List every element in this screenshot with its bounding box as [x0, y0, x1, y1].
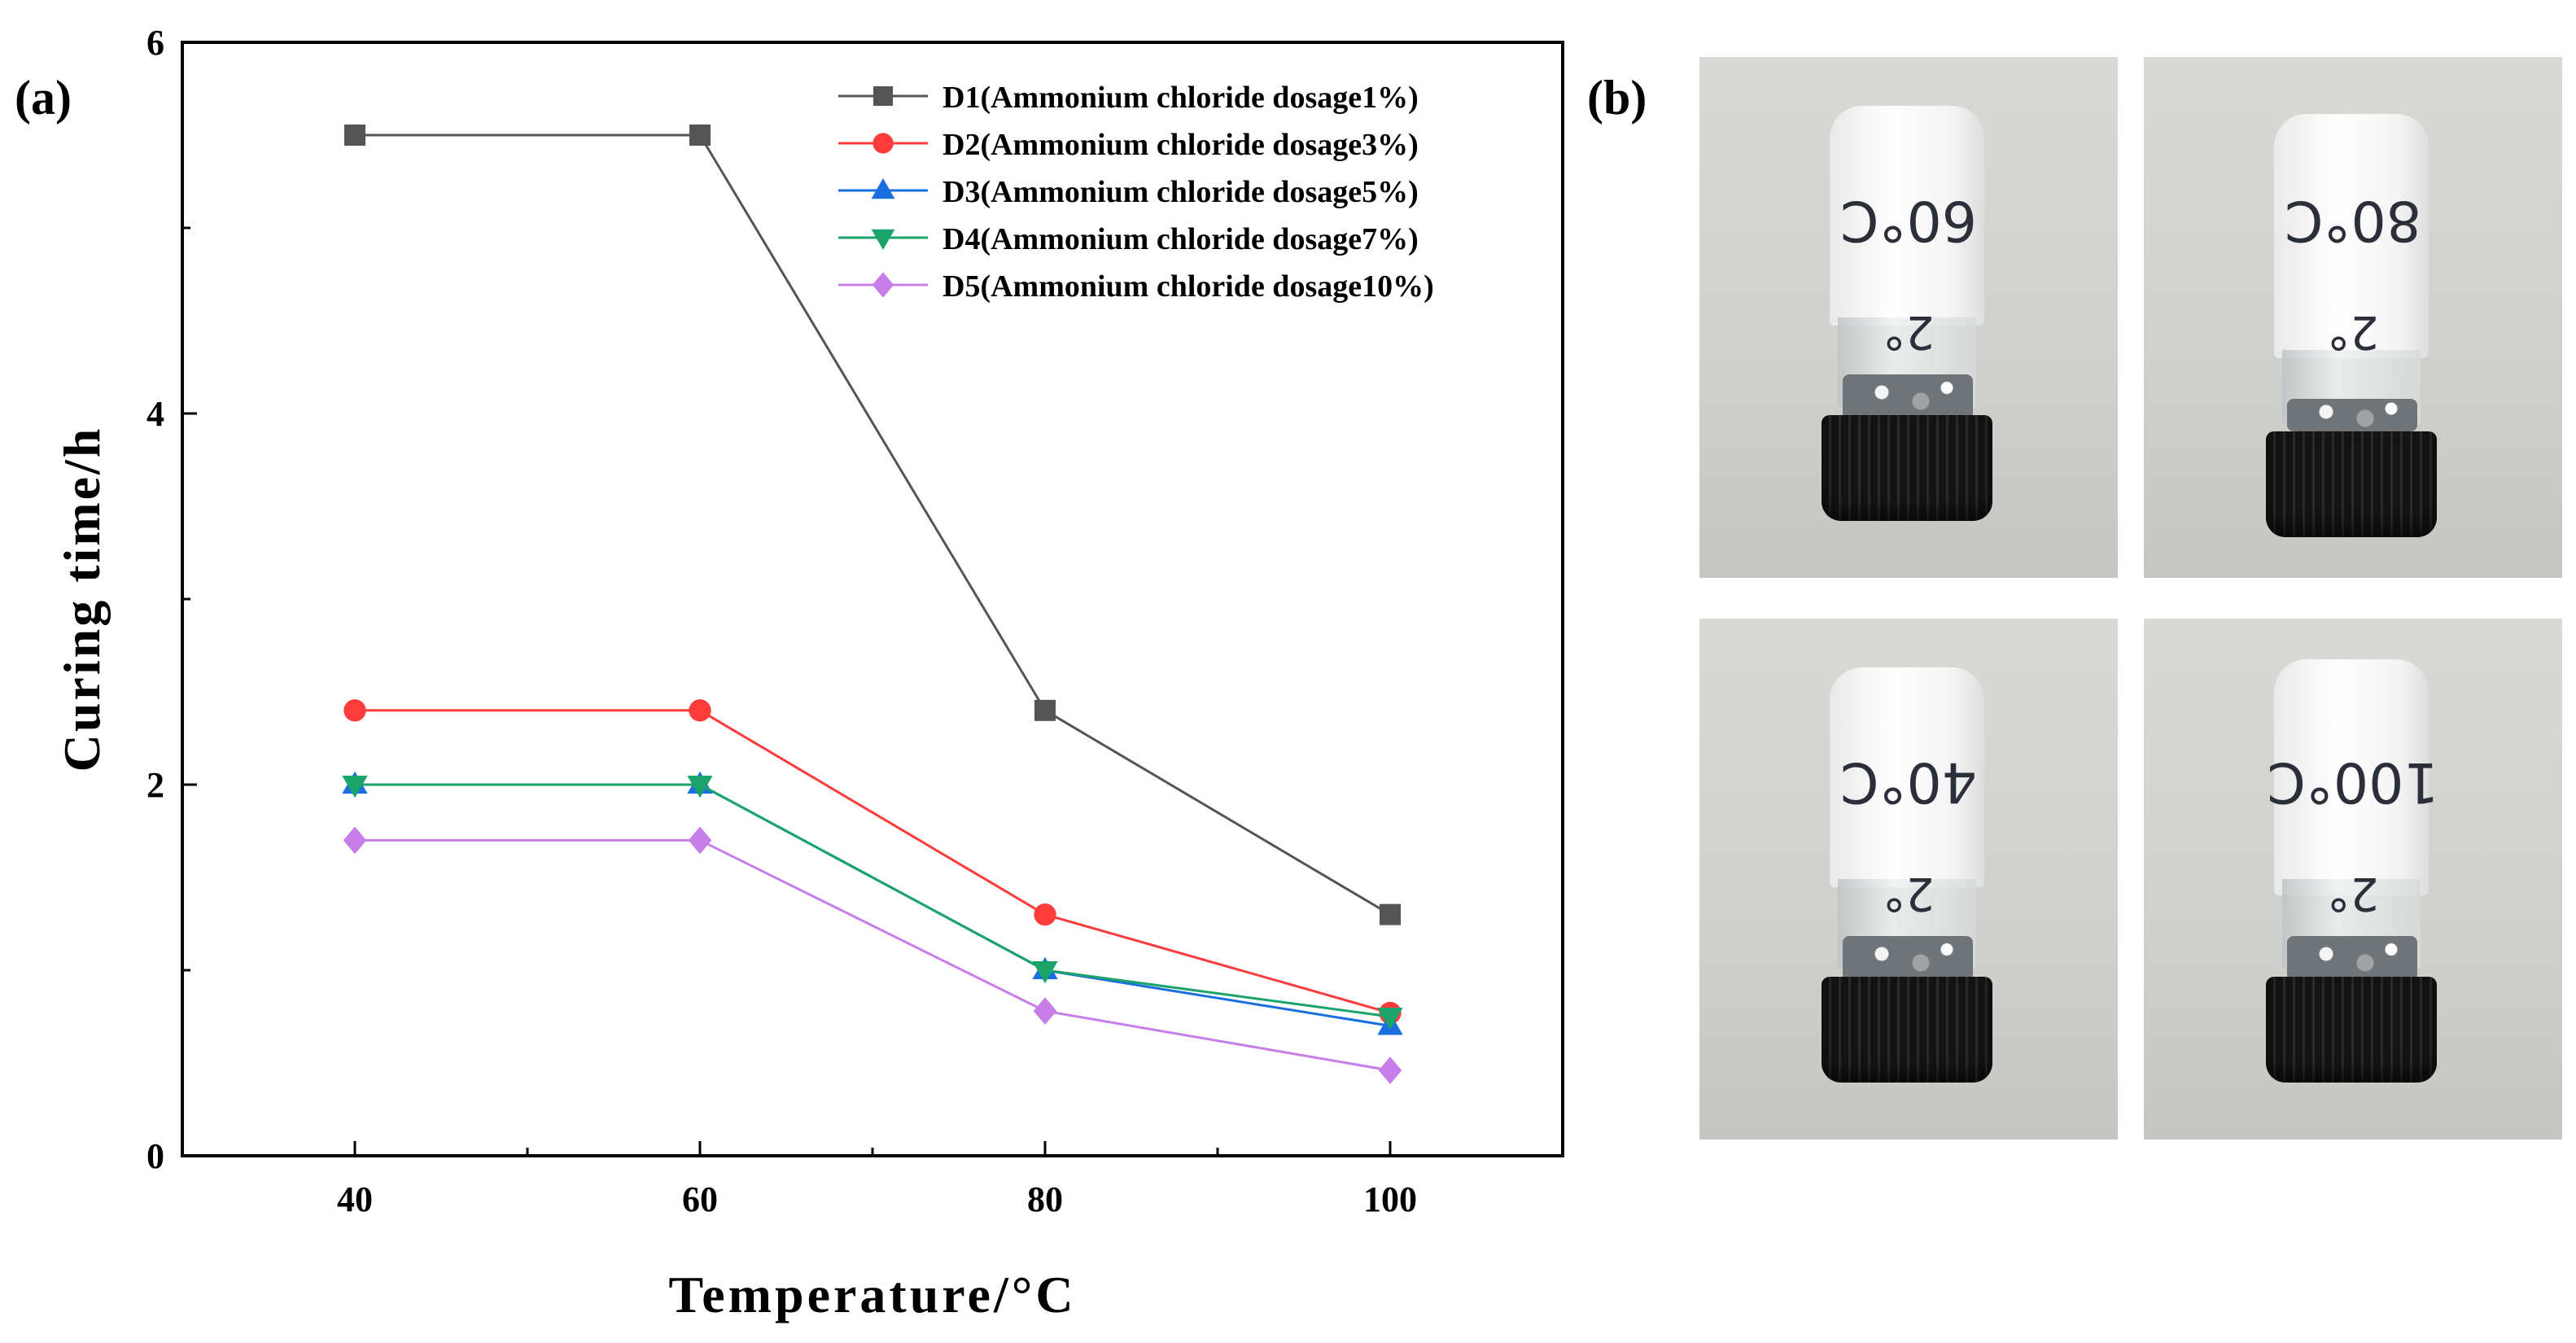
data-point-marker [873, 133, 894, 154]
data-point-marker [872, 272, 894, 298]
series-line [355, 709, 1391, 1014]
vial-crystals [2287, 936, 2417, 981]
x-tick-label: 80 [1027, 1179, 1063, 1219]
y-tick-label: 4 [147, 394, 164, 434]
y-tick-label: 0 [147, 1136, 164, 1176]
data-point-marker [1034, 699, 1056, 721]
vial-crystals [1843, 936, 1973, 981]
x-axis-title: Temperature/°C [668, 1266, 1076, 1323]
data-point-marker [343, 826, 367, 855]
data-point-marker [689, 125, 711, 146]
y-axis-title: Curing time/h [53, 427, 111, 772]
series-d1 [344, 125, 1401, 925]
vial-photo: 40°C 2° [1699, 619, 2118, 1140]
x-tick-label: 40 [337, 1179, 373, 1219]
vial-white-cap [1830, 667, 1984, 887]
data-point-marker [1378, 1056, 1402, 1085]
plot-frame [181, 41, 1564, 1157]
data-point-marker [688, 826, 712, 855]
data-point-marker [1377, 1007, 1403, 1030]
vial-crystals [1843, 374, 1973, 419]
series-d5 [343, 826, 1402, 1085]
data-point-marker [871, 229, 895, 250]
y-tick-label: 2 [147, 765, 164, 805]
series-line [355, 133, 1391, 916]
series-line [355, 783, 1391, 1018]
data-point-marker [1380, 903, 1401, 925]
chart-axes: 40 60 80 100 0 2 4 6 Temperature/°C Curing time/h [53, 23, 1564, 1323]
legend-label: D4(Ammonium chloride dosage7%) [942, 222, 1419, 256]
data-point-marker [873, 86, 893, 106]
data-point-marker [342, 775, 368, 798]
data-point-marker [1034, 903, 1056, 926]
line-chart: 40 60 80 100 0 2 4 6 Temperature/°C Curing time/h… [53, 23, 1564, 1323]
data-point-marker [343, 699, 366, 722]
vial-white-cap [2274, 659, 2429, 895]
legend-label: D3(Ammonium chloride dosage5%) [942, 175, 1419, 209]
vial-photo: 100°C 2° [2144, 619, 2562, 1140]
legend-entry: D2(Ammonium chloride dosage3%) [838, 128, 1419, 162]
legend-entry: D4(Ammonium chloride dosage7%) [838, 222, 1419, 256]
vial-photo: 80°C 2° [2144, 57, 2562, 578]
vial-crystals [2287, 399, 2417, 431]
panel-label-a: (a) [15, 71, 72, 125]
chart-series [342, 125, 1403, 1085]
vial-temperature-label: 40°C [1840, 750, 1978, 814]
legend-entry: D1(Ammonium chloride dosage1%) [838, 81, 1419, 115]
data-point-marker [1032, 960, 1058, 984]
data-point-marker [344, 125, 365, 146]
x-tick-label: 100 [1363, 1179, 1417, 1219]
legend-label: D5(Ammonium chloride dosage10%) [942, 269, 1434, 304]
data-point-marker [871, 178, 895, 199]
vial-white-cap [2274, 114, 2429, 358]
panel-label-b: (b) [1587, 71, 1647, 125]
vial-photo: 60°C 2° [1699, 57, 2118, 578]
data-point-marker [689, 699, 711, 722]
legend-entry: D5(Ammonium chloride dosage10%) [838, 269, 1434, 304]
legend-label: D1(Ammonium chloride dosage1%) [942, 81, 1419, 115]
vial-sub-label: 2° [1883, 305, 1935, 358]
series-d4 [342, 775, 1403, 1030]
vial-temperature-label: 60°C [1840, 188, 1978, 252]
vial-temperature-label: 100°C [2267, 750, 2439, 814]
chart-legend: D1(Ammonium chloride dosage1%) D2(Ammoniu… [838, 81, 1434, 304]
vial-sub-label: 2° [2327, 867, 2379, 920]
x-tick-label: 60 [682, 1179, 718, 1219]
vial-black-cap [1822, 977, 1992, 1083]
y-tick-label: 6 [147, 23, 164, 63]
series-d2 [343, 699, 1402, 1025]
data-point-marker [1033, 997, 1057, 1026]
vial-black-cap [2266, 977, 2437, 1083]
series-line [355, 783, 1391, 1027]
vial-photo-panel: 60°C 2° 80°C 2° 40°C 2° 100°C 2° [1699, 57, 2562, 1140]
vial-black-cap [2266, 431, 2437, 537]
vial-black-cap [1822, 415, 1992, 521]
legend-entry: D3(Ammonium chloride dosage5%) [838, 175, 1419, 209]
series-d3 [342, 771, 1403, 1035]
data-point-marker [687, 775, 713, 798]
series-line [355, 838, 1391, 1072]
vial-white-cap [1830, 106, 1984, 326]
legend-label: D2(Ammonium chloride dosage3%) [942, 128, 1419, 162]
vial-sub-label: 2° [1883, 867, 1935, 920]
vial-temperature-label: 80°C [2285, 188, 2422, 252]
vial-sub-label: 2° [2327, 305, 2379, 358]
